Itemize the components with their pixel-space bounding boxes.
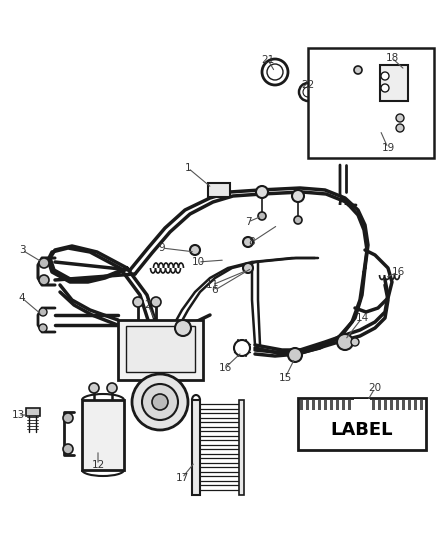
Text: 18: 18 xyxy=(385,53,399,63)
Text: 21: 21 xyxy=(261,55,275,65)
Circle shape xyxy=(381,72,389,80)
Circle shape xyxy=(152,394,168,410)
Bar xyxy=(298,398,426,450)
Circle shape xyxy=(337,334,353,350)
Bar xyxy=(408,400,411,410)
Circle shape xyxy=(258,212,266,220)
Text: 22: 22 xyxy=(301,80,314,90)
Circle shape xyxy=(39,275,49,285)
Bar xyxy=(330,400,333,410)
Bar xyxy=(336,400,339,410)
Bar xyxy=(390,400,393,410)
Circle shape xyxy=(292,190,304,202)
Bar xyxy=(318,400,321,410)
Circle shape xyxy=(299,83,317,101)
Text: LABEL: LABEL xyxy=(331,421,393,439)
Bar xyxy=(384,400,387,410)
Text: 7: 7 xyxy=(245,217,251,227)
Text: 14: 14 xyxy=(355,313,369,323)
Bar xyxy=(366,400,369,410)
Bar xyxy=(118,320,203,380)
Circle shape xyxy=(354,66,362,74)
Text: 20: 20 xyxy=(368,383,381,393)
Text: 15: 15 xyxy=(279,373,292,383)
Circle shape xyxy=(243,237,253,247)
Circle shape xyxy=(234,340,250,356)
Circle shape xyxy=(39,258,49,268)
Circle shape xyxy=(39,308,47,316)
Bar xyxy=(192,400,200,495)
Bar xyxy=(126,326,195,372)
Text: 13: 13 xyxy=(11,410,25,420)
Circle shape xyxy=(243,263,253,273)
Circle shape xyxy=(175,320,191,336)
Bar xyxy=(312,400,315,410)
Bar xyxy=(306,400,309,410)
Circle shape xyxy=(132,374,188,430)
Circle shape xyxy=(396,124,404,132)
Bar xyxy=(26,408,40,416)
Text: 1: 1 xyxy=(185,163,191,173)
Text: 16: 16 xyxy=(219,363,232,373)
Bar xyxy=(342,400,345,410)
Bar xyxy=(420,400,423,410)
Circle shape xyxy=(63,444,73,454)
Bar xyxy=(82,400,124,470)
Circle shape xyxy=(107,383,117,393)
Text: 9: 9 xyxy=(159,243,165,253)
Text: 19: 19 xyxy=(381,143,395,153)
Circle shape xyxy=(89,383,99,393)
Bar xyxy=(348,400,351,410)
Bar xyxy=(324,400,327,410)
Text: 2: 2 xyxy=(145,300,151,310)
Circle shape xyxy=(294,216,302,224)
Circle shape xyxy=(303,87,313,97)
Text: 11: 11 xyxy=(205,280,219,290)
Bar xyxy=(360,400,363,410)
Bar xyxy=(354,400,357,410)
Text: 8: 8 xyxy=(249,237,255,247)
Text: 10: 10 xyxy=(191,257,205,267)
Bar xyxy=(402,400,405,410)
Circle shape xyxy=(39,324,47,332)
Bar xyxy=(372,400,375,410)
Circle shape xyxy=(190,245,200,255)
Circle shape xyxy=(351,338,359,346)
Bar xyxy=(354,399,370,413)
Bar xyxy=(208,183,230,197)
Circle shape xyxy=(262,59,288,85)
Circle shape xyxy=(133,297,143,307)
Text: 6: 6 xyxy=(212,285,218,295)
Bar xyxy=(396,400,399,410)
Text: 3: 3 xyxy=(19,245,25,255)
Circle shape xyxy=(142,384,178,420)
Bar xyxy=(380,65,408,101)
Text: 17: 17 xyxy=(175,473,189,483)
Bar xyxy=(300,400,303,410)
Circle shape xyxy=(381,84,389,92)
Bar xyxy=(239,400,244,495)
Circle shape xyxy=(396,114,404,122)
Text: 12: 12 xyxy=(92,460,105,470)
Text: 4: 4 xyxy=(19,293,25,303)
Circle shape xyxy=(267,64,283,80)
Bar xyxy=(378,400,381,410)
Circle shape xyxy=(256,186,268,198)
Bar xyxy=(308,48,434,158)
Circle shape xyxy=(288,348,302,362)
Bar xyxy=(414,400,417,410)
Circle shape xyxy=(63,413,73,423)
Circle shape xyxy=(151,297,161,307)
Text: 16: 16 xyxy=(392,267,405,277)
